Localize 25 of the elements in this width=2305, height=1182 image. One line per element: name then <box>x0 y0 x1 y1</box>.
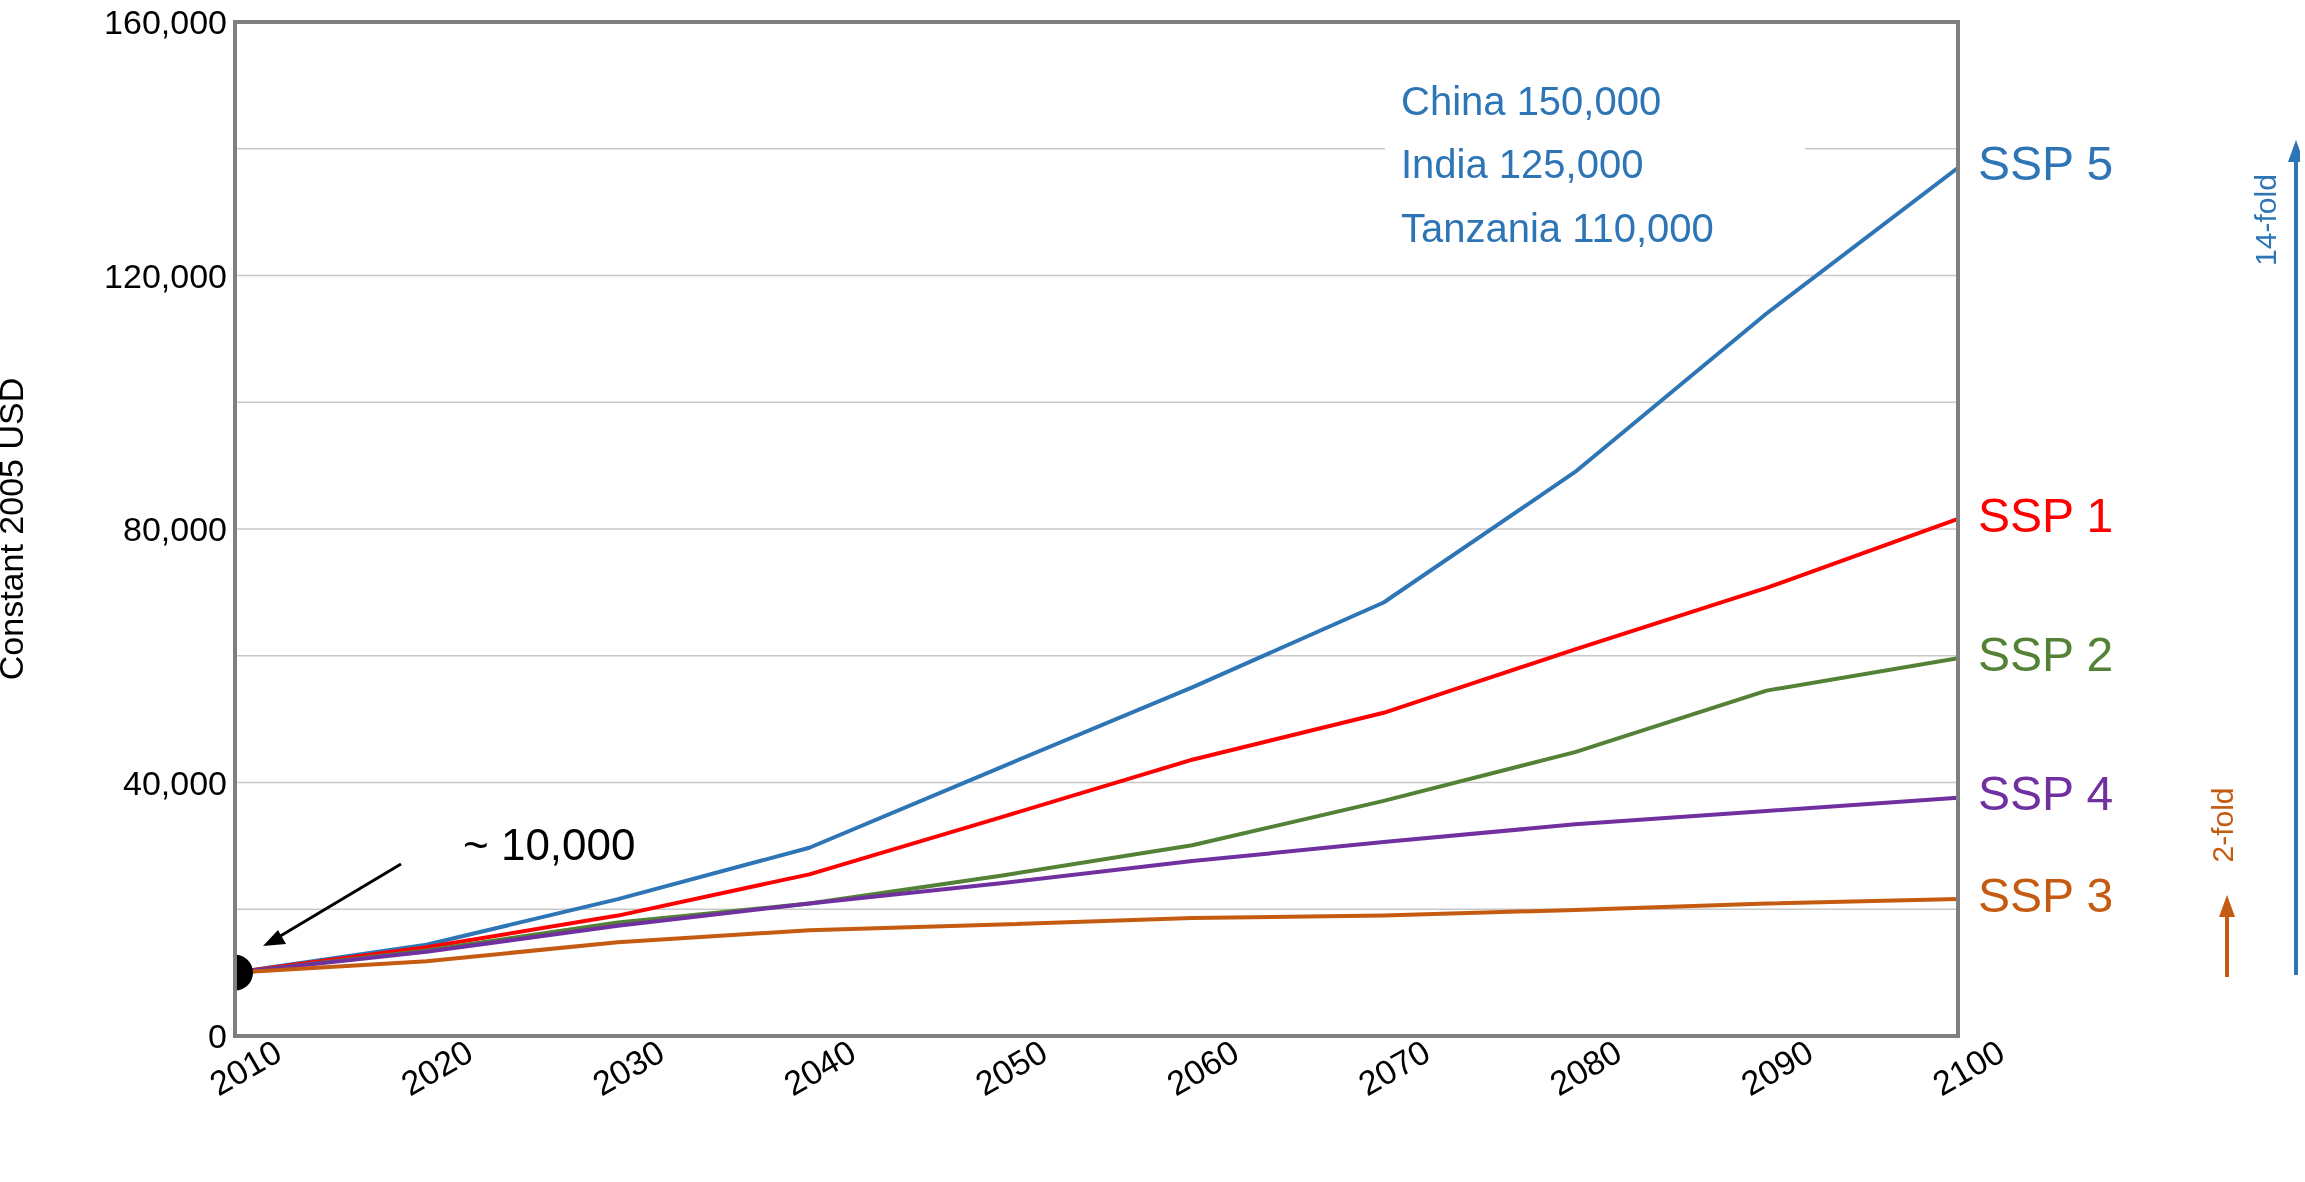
annotation: China 150,000 <box>1401 78 1662 123</box>
y-tick-label: 40,000 <box>123 763 227 802</box>
series-label: SSP 2 <box>1978 627 2114 681</box>
y-tick-label: 120,000 <box>104 256 227 295</box>
x-tick-label: 2020 <box>394 1032 479 1103</box>
x-tick-label: 2100 <box>1926 1032 2011 1103</box>
x-tick-label: 2040 <box>777 1032 862 1103</box>
y-axis-title: Constant 2005 USD <box>0 377 31 681</box>
annotation: India 125,000 <box>1401 141 1644 186</box>
x-tick-label: 2090 <box>1734 1032 1820 1103</box>
x-tick-label: 2060 <box>1160 1032 1245 1103</box>
x-tick-label: 2080 <box>1543 1032 1628 1103</box>
series-label: SSP 5 <box>1978 137 2114 191</box>
text: 14-fold <box>2248 174 2282 266</box>
series-label: SSP 4 <box>1978 767 2114 821</box>
legend-label: SSP 3 <box>1978 868 2114 922</box>
series-label: SSP 1 <box>1978 488 2114 542</box>
annotation: Tanzania 110,000 <box>1401 205 1714 250</box>
x-tick-label: 2030 <box>585 1032 671 1103</box>
y-tick-label: 160,000 <box>104 3 227 42</box>
x-tick-label: 2070 <box>1351 1032 1437 1103</box>
x-tick-label: 2050 <box>968 1032 1054 1103</box>
text: 2-fold <box>2205 787 2239 863</box>
y-tick-label: 80,000 <box>123 510 227 549</box>
annotation: ~ 10,000 <box>463 819 636 869</box>
